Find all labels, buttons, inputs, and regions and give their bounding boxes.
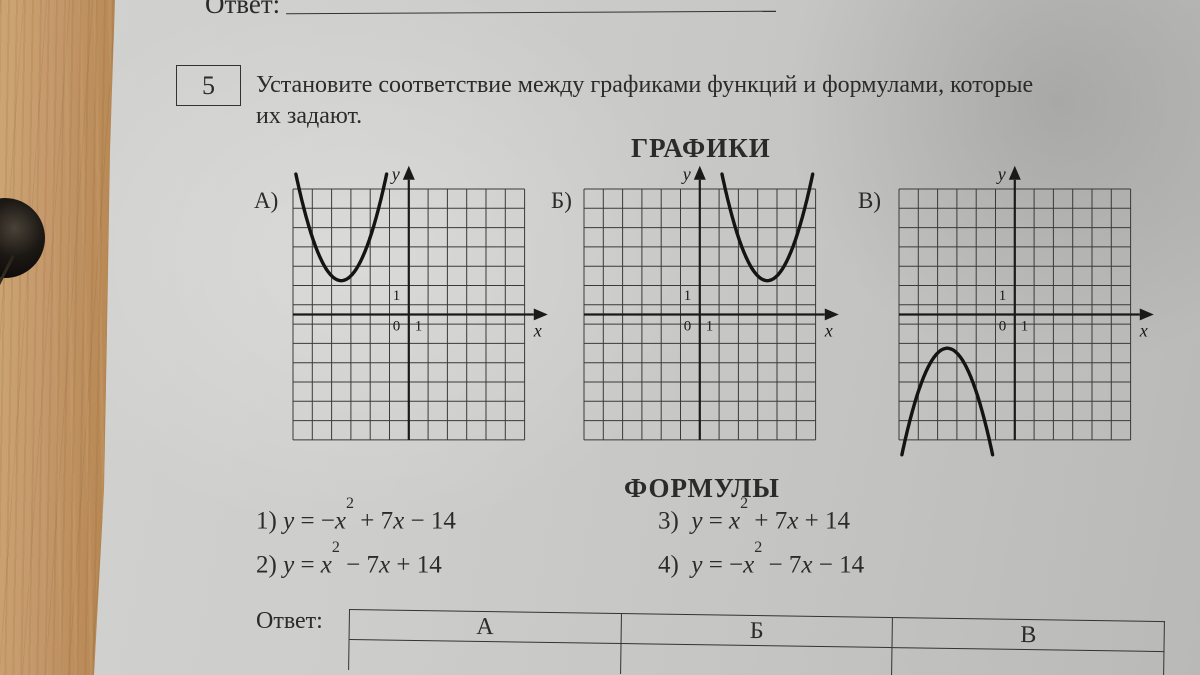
svg-text:x: x — [1139, 320, 1148, 340]
svg-text:0: 0 — [684, 318, 692, 334]
svg-text:1: 1 — [999, 288, 1007, 304]
svg-text:1: 1 — [706, 318, 714, 334]
svg-text:1: 1 — [684, 288, 692, 304]
svg-text:y: y — [996, 164, 1006, 184]
svg-text:1: 1 — [393, 288, 401, 304]
svg-text:0: 0 — [393, 318, 401, 334]
svg-text:y: y — [390, 164, 400, 184]
svg-text:x: x — [533, 320, 542, 340]
svg-text:x: x — [824, 320, 833, 340]
svg-text:1: 1 — [1021, 318, 1028, 334]
svg-text:y: y — [681, 164, 691, 184]
svg-text:0: 0 — [999, 318, 1007, 334]
svg-text:1: 1 — [415, 318, 423, 334]
